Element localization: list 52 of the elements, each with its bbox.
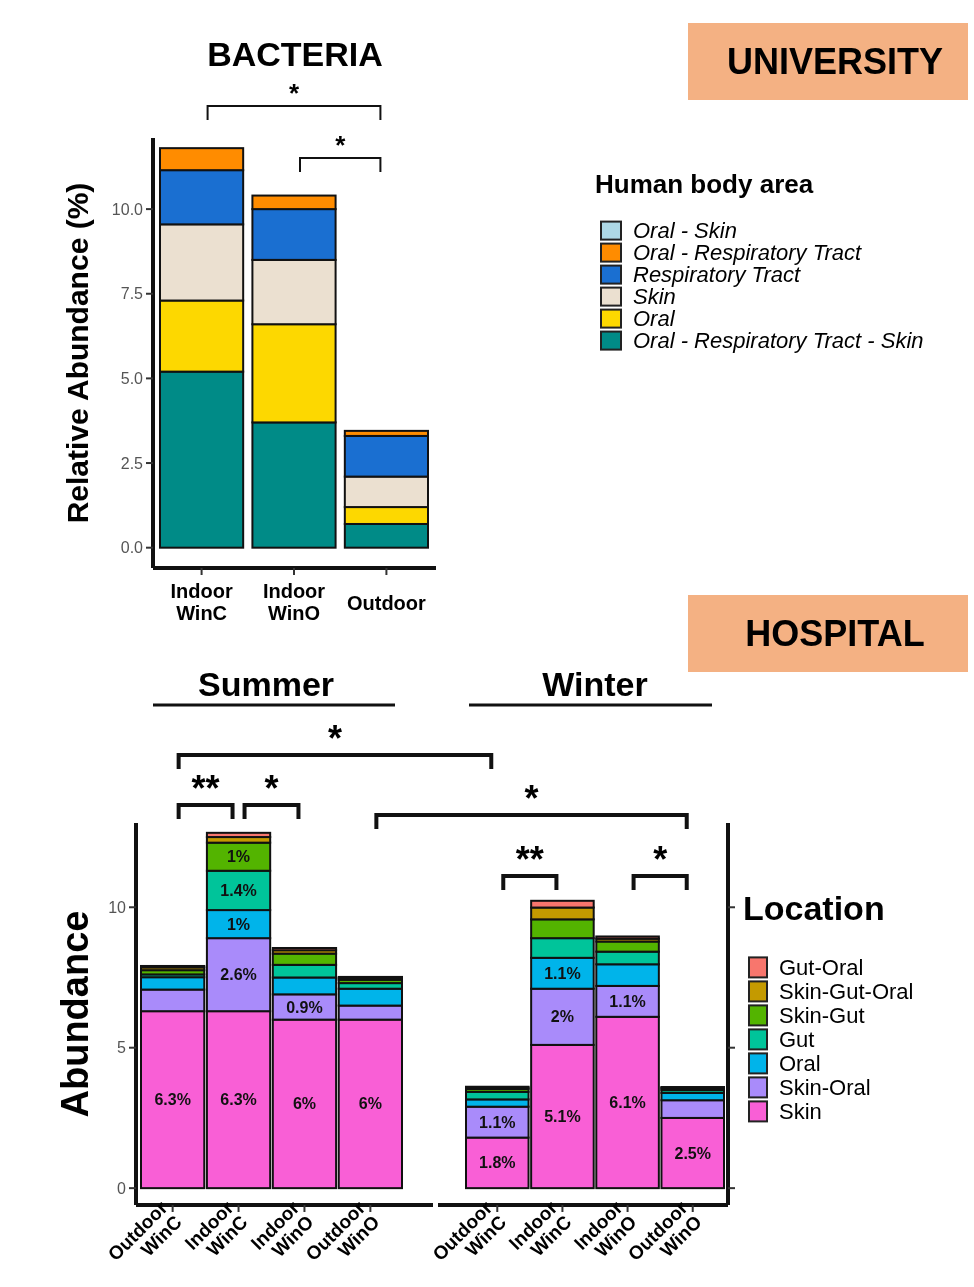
data-label: 6% [358,1095,382,1113]
legend-label: Skin-Gut-Oral [779,979,914,1005]
text: * [288,78,300,108]
chart-title: Summer [197,665,335,703]
data-label: 1.1% [609,992,646,1010]
y-tick-label: 10 [108,898,127,916]
x-tick-label: Indoor WinC [170,580,233,624]
data-label: 1.1% [544,964,581,982]
data-label: 1% [226,915,251,933]
legend-label: Gut [779,1027,815,1053]
annotation: ** [515,839,544,880]
text: * [264,768,279,809]
data-label: 6.3% [220,1091,257,1109]
annotation: * [335,130,347,160]
y-tick-label: 2.5 [120,454,144,472]
data-label: 0.9% [286,998,323,1016]
heading-box: HOSPITAL [688,595,968,672]
legend-title: Location [743,889,885,927]
y-tick-label: 0.0 [120,539,144,557]
data-label: 6.3% [154,1091,191,1109]
legend-label: Gut-Oral [779,955,864,981]
data-label: 6.1% [609,1094,646,1112]
legend-label: Skin [779,1099,822,1125]
legend-title: Human body area [595,169,814,199]
data-label: 6% [292,1095,317,1113]
data-label: 2.5% [674,1144,711,1162]
x-tick-label: Indoor WinO [262,580,326,624]
data-label: 2.6% [220,966,257,984]
annotation: * [653,839,668,880]
text: * [524,778,539,819]
chart-title: BACTERIA [207,35,383,73]
y-tick-label: 10.0 [111,200,144,218]
legend-label: Skin-Oral [779,1075,871,1101]
chart-title: Winter [542,665,648,703]
legend-label: Oral [779,1051,821,1077]
heading-box: UNIVERSITY [688,23,968,100]
y-tick-label: 5 [117,1039,127,1057]
y-tick-label: 5.0 [120,369,144,387]
data-label: 1.1% [479,1113,516,1131]
y-tick-label: 7.5 [120,285,144,303]
data-label: 5.1% [544,1108,581,1126]
legend-label: Skin-Gut [779,1003,865,1029]
data-label: 1% [226,848,251,866]
data-label: 1.8% [479,1154,516,1172]
data-label: 1.4% [220,882,257,900]
y-axis-title: Relative Abundance (%) [61,182,94,524]
y-axis-title: Abundance [54,910,96,1118]
x-tick-label: Outdoor [346,592,427,614]
text: * [327,718,342,759]
text: ** [191,768,220,809]
data-label: 2% [550,1008,574,1026]
y-tick-label: 0 [117,1179,127,1197]
